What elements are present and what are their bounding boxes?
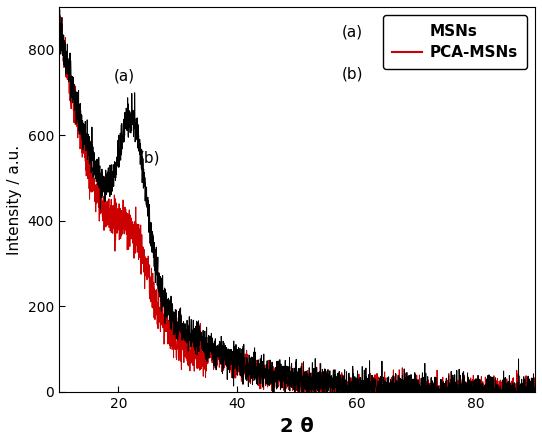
Legend: MSNs, PCA-MSNs: MSNs, PCA-MSNs [383, 15, 527, 69]
Text: (a): (a) [114, 69, 135, 84]
Text: (b): (b) [342, 66, 364, 82]
Y-axis label: Intensity / a.u.: Intensity / a.u. [7, 144, 22, 255]
Text: (a): (a) [342, 24, 363, 39]
X-axis label: 2 θ: 2 θ [280, 417, 314, 436]
Text: (b): (b) [139, 150, 160, 165]
